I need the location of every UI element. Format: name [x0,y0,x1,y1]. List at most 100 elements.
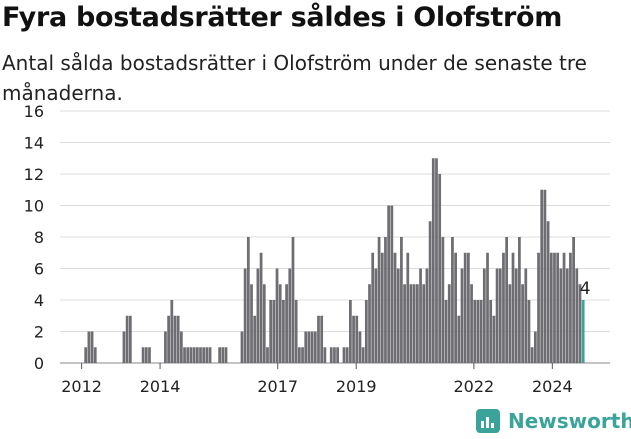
bar [192,347,196,363]
bar [278,284,282,363]
bar [122,331,126,363]
bar [553,252,556,363]
bar [176,315,180,363]
newsworthy-logo-icon [476,409,500,433]
bar [380,252,384,363]
bar [246,237,250,363]
x-tick-label: 2024 [532,377,573,396]
bar [521,284,524,363]
bar [167,315,170,363]
bar [329,347,333,363]
bar [396,268,400,363]
y-tick-label: 2 [34,323,44,342]
bar [125,315,129,363]
bar [250,284,253,363]
bar [387,205,391,363]
bar-latest [581,300,585,363]
y-tick-label: 0 [34,354,44,373]
bar [243,268,247,363]
bar [537,252,540,363]
bar [463,252,467,363]
bar [482,268,486,363]
bar [368,284,371,363]
bar [342,347,346,363]
bar [377,237,381,363]
bar [565,268,569,363]
bar [186,347,190,363]
newsworthy-logo: Newsworthy [476,409,631,433]
bar [304,331,308,363]
grid-lines [60,110,610,364]
bar [435,158,438,363]
bar [297,347,301,363]
bar [259,252,263,363]
bar [400,237,403,363]
bar [179,331,183,363]
bar [333,347,336,363]
x-tick-label: 2022 [454,377,495,396]
bar [164,331,167,363]
bar [514,268,518,363]
bar [479,300,483,363]
bar [374,268,378,363]
y-tick-label: 12 [24,165,44,184]
newsworthy-logo-text: Newsworthy [508,409,631,433]
bar [320,315,324,363]
bar [358,331,362,363]
bar [282,300,285,363]
bar [575,268,579,363]
bar [447,284,451,363]
x-axis-ticks: 2012 2014 2017 2019 2022 2024 [61,363,573,396]
bar [527,300,531,363]
bar [556,252,560,363]
bar [572,237,575,363]
bar [291,237,295,363]
bar [253,315,257,363]
data-labels: 4 [580,279,591,299]
bar [486,252,489,363]
bar [352,315,355,363]
bar [93,347,97,363]
bar [409,284,413,363]
y-tick-label: 8 [34,228,44,247]
x-tick-label: 2019 [336,377,377,396]
bar [170,300,174,363]
bar [208,347,212,363]
bar [218,347,221,363]
bar [543,189,547,363]
bar-chart: 0 2 4 6 8 10 12 14 16 2012 2014 2017 2019 2022 2024 4 [24,102,610,396]
bar [473,300,477,363]
bar [266,347,269,363]
bar [431,158,435,363]
bar [425,268,429,363]
bar [457,315,461,363]
bar [345,347,349,363]
bar [390,205,394,363]
bar [148,347,151,363]
bar [144,347,148,363]
y-tick-label: 16 [24,102,44,121]
bar [199,347,202,363]
bar [549,252,553,363]
bar [460,268,464,363]
bar [371,252,375,363]
bar [90,331,94,363]
bar [301,347,304,363]
bar [476,300,480,363]
bar [361,347,365,363]
bar [533,331,537,363]
bar [569,252,572,363]
x-tick-label: 2012 [61,377,102,396]
bar [454,252,457,363]
bar [422,284,426,363]
bar [502,252,505,363]
bar [240,331,244,363]
bar [189,347,193,363]
bar [323,347,327,363]
bar [419,268,422,363]
y-tick-label: 4 [34,291,44,310]
bar [559,268,563,363]
bar [285,284,288,363]
bar [412,284,416,363]
bar [205,347,209,363]
